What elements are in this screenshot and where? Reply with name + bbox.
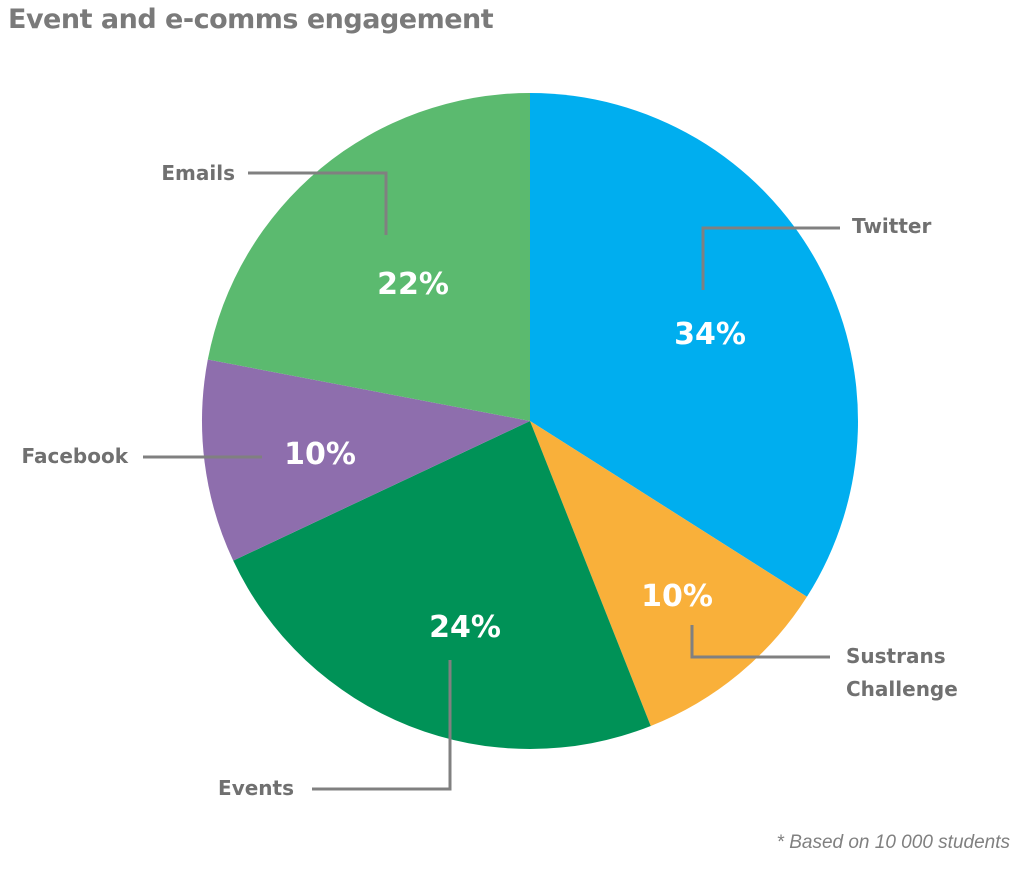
slice-facebook (201, 359, 530, 561)
slice-events (233, 421, 651, 749)
slice-emails (207, 93, 530, 421)
slice-twitter (530, 93, 858, 597)
category-label-emails: Emails (161, 161, 235, 185)
category-label-twitter: Twitter (852, 214, 931, 238)
data-label-facebook: 10% (284, 437, 356, 472)
leader-line-twitter (701, 226, 840, 290)
data-label-sustrans-challenge: 10% (641, 579, 713, 614)
slice-sustrans-challenge (530, 421, 807, 726)
data-label-events: 24% (429, 610, 501, 645)
category-label-events: Events (218, 776, 294, 800)
chart-title: Event and e-comms engagement (8, 4, 494, 35)
footnote: * Based on 10 000 students (776, 832, 1010, 853)
data-label-twitter: 34% (674, 317, 746, 352)
leader-line-events (312, 660, 452, 791)
leader-line-sustrans-challenge (690, 625, 830, 659)
data-label-emails: 22% (377, 267, 449, 302)
category-label-sustrans-challenge: Challenge (846, 677, 958, 701)
category-label-facebook: Facebook (21, 444, 128, 468)
leader-line-emails (248, 171, 388, 235)
category-label-sustrans-challenge: Sustrans (846, 644, 946, 668)
